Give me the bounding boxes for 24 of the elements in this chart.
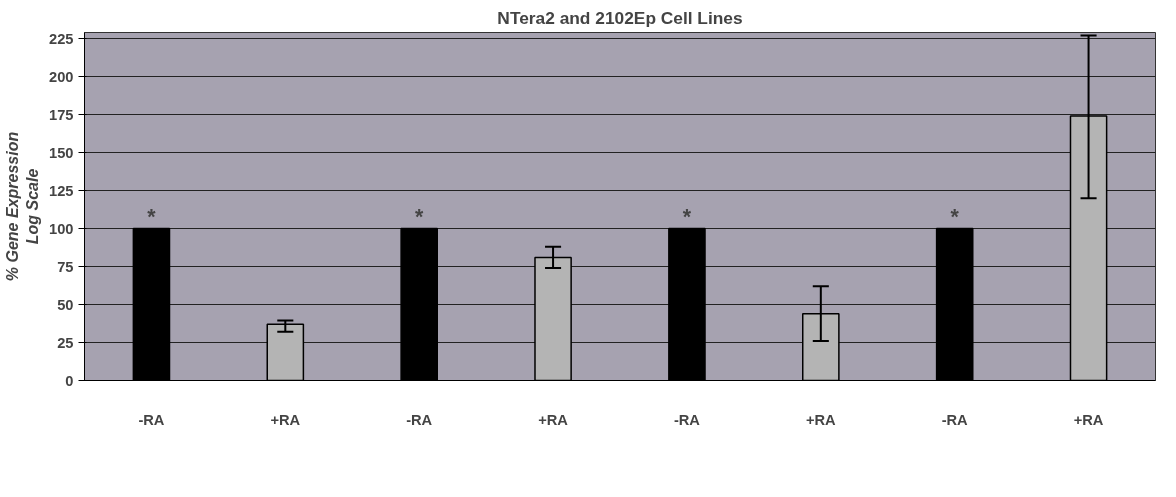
x-tick-label: -RA (138, 411, 165, 428)
x-tick-label: +RA (270, 411, 301, 428)
x-tick-label: +RA (1073, 411, 1104, 428)
y-tick-label: 50 (57, 296, 74, 313)
y-tick-label: 75 (57, 258, 74, 275)
data-label: * (682, 204, 692, 229)
x-tick-label: -RA (941, 411, 969, 428)
y-tick-label: 125 (49, 182, 74, 199)
chart-title: NTera2 and 2102Ep Cell Lines (497, 7, 743, 28)
y-tick-label: 175 (49, 106, 74, 123)
data-label: * (147, 204, 157, 229)
y-tick-label: 225 (49, 30, 74, 47)
y-tick-label: 150 (49, 144, 74, 161)
y-tick-label: 0 (65, 372, 74, 389)
y-tick-label: 200 (49, 68, 74, 85)
data-label: * (950, 204, 960, 229)
y-tick-label: 100 (49, 220, 74, 237)
x-tick-label: +RA (538, 411, 569, 428)
y-tick-label: 25 (57, 334, 74, 351)
data-label: * (415, 204, 425, 229)
x-tick-label: -RA (673, 411, 701, 428)
x-tick-label: -RA (406, 411, 433, 428)
x-tick-label: +RA (805, 411, 837, 428)
y-axis-title: % Gene Expression Log Scale (3, 131, 42, 282)
